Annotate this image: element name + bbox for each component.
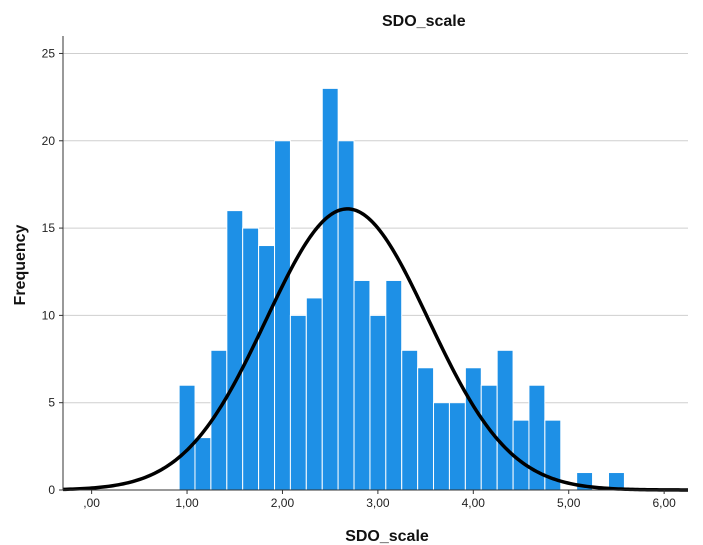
x-tick-label-1: 1,00 <box>175 496 199 510</box>
x-tick-label-0: ,00 <box>83 496 100 510</box>
y-tick-label-4: 20 <box>42 134 56 148</box>
x-tick-labels: ,00 1,00 2,00 3,00 4,00 5,00 6,00 <box>83 490 676 510</box>
histogram-bar-8 <box>306 298 322 490</box>
histogram-bar-4 <box>243 228 259 490</box>
histogram-bar-0 <box>179 385 195 490</box>
histogram-bar-5 <box>259 246 275 490</box>
x-tick-label-3: 3,00 <box>366 496 390 510</box>
histogram-bar-13 <box>386 280 402 490</box>
x-axis-title: SDO_scale <box>345 528 429 545</box>
histogram-bar-20 <box>497 350 513 490</box>
histogram-bar-16 <box>434 403 450 490</box>
histogram-bar-6 <box>275 141 291 490</box>
x-tick-label-5: 5,00 <box>557 496 581 510</box>
histogram-bar-12 <box>370 315 386 490</box>
histogram-bar-3 <box>227 211 243 490</box>
bars <box>179 88 624 490</box>
y-tick-label-3: 15 <box>42 221 56 235</box>
y-tick-label-1: 5 <box>48 396 55 410</box>
histogram-bar-17 <box>449 403 465 490</box>
y-tick-label-5: 25 <box>42 46 56 60</box>
histogram-bar-7 <box>290 315 306 490</box>
y-axis-title: Frequency <box>12 224 29 305</box>
histogram-bar-15 <box>418 368 434 490</box>
x-tick-label-2: 2,00 <box>271 496 295 510</box>
y-tick-labels: 0 5 10 15 20 25 <box>42 46 63 497</box>
y-tick-label-0: 0 <box>48 483 55 497</box>
histogram-bar-18 <box>465 368 481 490</box>
histogram-bar-14 <box>402 350 418 490</box>
histogram-bar-10 <box>338 141 354 490</box>
x-tick-label-4: 4,00 <box>462 496 486 510</box>
chart-title: SDO_scale <box>382 13 466 30</box>
histogram-bar-9 <box>322 88 338 490</box>
histogram-bar-11 <box>354 280 370 490</box>
histogram-bar-1 <box>195 438 211 490</box>
x-tick-label-6: 6,00 <box>652 496 676 510</box>
y-tick-label-2: 10 <box>42 308 56 322</box>
